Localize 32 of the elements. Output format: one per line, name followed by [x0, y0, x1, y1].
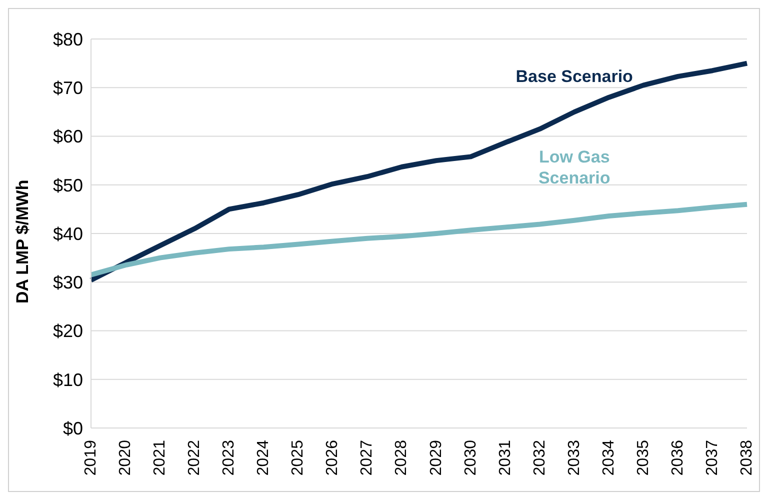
y-tick-label: $20 [52, 321, 83, 342]
x-tick-label: 2032 [531, 440, 548, 476]
x-tick-label: 2035 [634, 440, 652, 476]
x-tick-label: 2025 [290, 440, 307, 476]
x-tick-label: 2027 [358, 440, 376, 476]
y-axis-title: DA LMP $/MWh [13, 180, 32, 304]
y-tick-label: $0 [62, 418, 83, 438]
y-tick-label: $10 [52, 370, 83, 390]
x-tick-label: 2026 [324, 440, 342, 476]
x-tick-label: 2034 [600, 440, 618, 476]
x-tick-label: 2023 [220, 440, 238, 476]
x-tick-label: 2037 [704, 440, 721, 476]
series-label: Low Gas Scenario [538, 147, 610, 188]
x-tick-label: 2038 [738, 440, 756, 476]
x-tick-label: 2033 [566, 440, 583, 476]
y-tick-label: $40 [52, 224, 83, 244]
x-tick-label: 2019 [82, 440, 100, 476]
x-tick-label: 2036 [669, 440, 686, 476]
x-tick-label: 2020 [117, 440, 134, 476]
y-tick-label: $50 [52, 175, 83, 196]
y-tick-label: $60 [52, 126, 83, 147]
x-tick-label: 2031 [496, 440, 514, 476]
y-tick-label: $80 [52, 29, 83, 50]
x-tick-label: 2021 [152, 440, 169, 476]
x-tick-label: 2028 [393, 440, 410, 476]
x-tick-label: 2029 [428, 440, 445, 476]
x-tick-label: 2024 [255, 440, 272, 476]
y-tick-label: $30 [52, 272, 83, 293]
x-tick-label: 2030 [462, 440, 480, 476]
series-label: Base Scenario [516, 66, 633, 86]
y-tick-label: $70 [52, 78, 83, 98]
x-tick-label: 2022 [186, 440, 204, 476]
